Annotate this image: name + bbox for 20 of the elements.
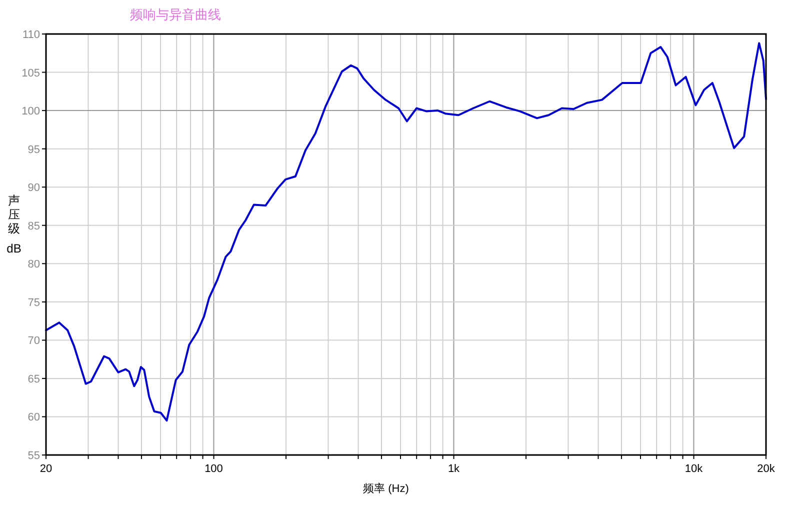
x-tick-label: 100 <box>204 463 223 475</box>
y-tick-label: 100 <box>22 106 40 118</box>
y-tick-label: 90 <box>28 182 40 194</box>
y-tick-label: 60 <box>28 412 40 424</box>
y-tick-label: 65 <box>28 373 40 386</box>
x-tick-label: 20k <box>757 463 776 475</box>
y-tick-label: 105 <box>22 67 40 80</box>
y-tick-label: 85 <box>28 220 40 232</box>
x-axis-title: 频率 (Hz) <box>363 482 409 495</box>
y-tick-label: 55 <box>28 450 40 462</box>
y-tick-label: 75 <box>28 296 40 309</box>
y-tick-label: 70 <box>28 335 40 348</box>
y-tick-label: 80 <box>28 258 40 271</box>
x-tick-label: 10k <box>684 463 704 475</box>
chart-title: 频响与异音曲线 <box>130 7 221 22</box>
x-tick-label: 20 <box>40 463 52 475</box>
y-tick-label: 110 <box>22 29 40 41</box>
x-tick-label: 1k <box>448 463 460 475</box>
y-tick-label: 95 <box>28 144 40 156</box>
y-axis-title: 声压级 dB <box>6 194 22 256</box>
